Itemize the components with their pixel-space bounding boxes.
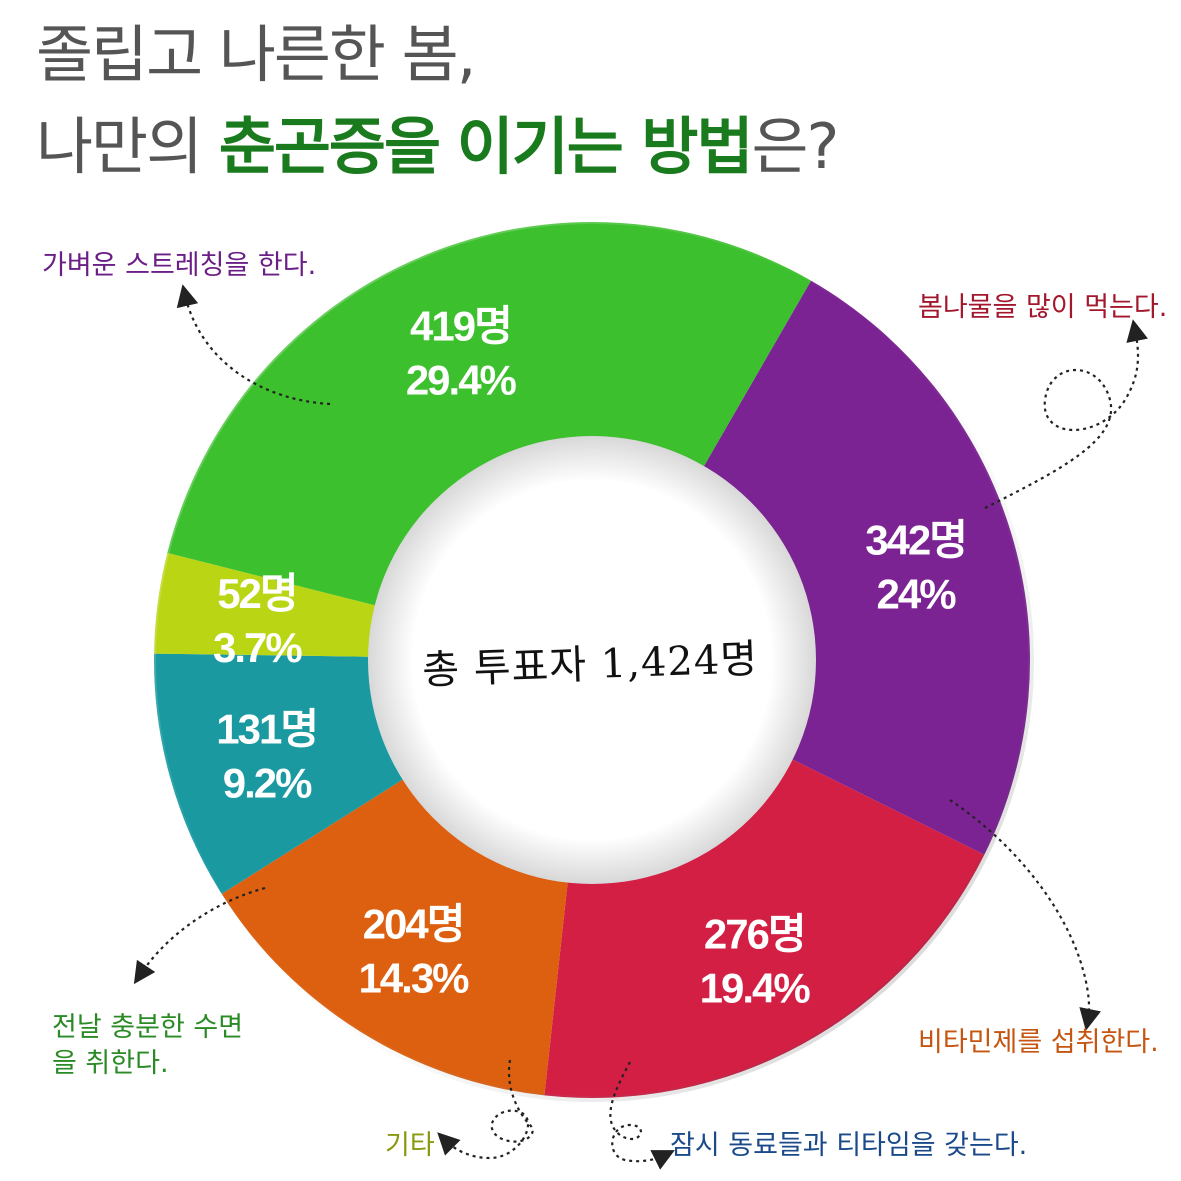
slice-2 <box>221 778 568 1096</box>
donut-rim-highlight <box>150 218 1034 1102</box>
label-vitamins: 비타민제를 섭취한다. <box>918 1027 1159 1058</box>
slice-count-label-3: 131명 <box>216 706 317 753</box>
page-title-line1: 졸립고 나른한 봄, <box>36 18 476 91</box>
slice-count-label-1: 276명 <box>704 911 805 958</box>
leader-teatime <box>609 1061 675 1170</box>
slice-percent-label-4: 3.7% <box>213 624 302 671</box>
leader-vitamins <box>949 799 1101 1031</box>
slice-percent-label-1: 19.4% <box>700 965 811 1012</box>
slice-count-label-4: 52명 <box>217 570 296 617</box>
slice-0 <box>703 280 1030 855</box>
leader-other <box>437 1059 534 1160</box>
leader-spring-greens <box>984 319 1148 509</box>
slice-percent-label-5: 29.4% <box>406 357 517 404</box>
label-other: 기타 <box>385 1130 435 1161</box>
slice-percent-label-0: 24% <box>877 570 957 617</box>
leader-lines <box>133 284 1148 1170</box>
slice-3 <box>154 653 405 894</box>
leader-stretching <box>176 284 331 406</box>
slice-percent-label-3: 9.2% <box>223 760 312 807</box>
slice-count-label-5: 419명 <box>410 303 511 350</box>
donut-slices <box>154 221 1030 1098</box>
label-stretching: 가벼운 스트레칭을 한다. <box>42 250 317 281</box>
title-highlight-2: 이기는 방법 <box>456 110 754 183</box>
title-highlight-1: 춘곤증을 <box>218 110 441 183</box>
label-spring-greens: 봄나물을 많이 먹는다. <box>918 292 1168 323</box>
slice-labels: 342명 24% 276명 19.4% 204명 14.3% 131명 9.2% 52명 3.7%… <box>213 303 968 1012</box>
label-teatime: 잠시 동료들과 티타임을 갖는다. <box>670 1130 1028 1161</box>
page-title-line2: 나만의 춘곤증을 이기는 방법은? <box>36 110 839 183</box>
label-sleep: 전날 충분한 수면을 취한다. <box>52 1012 244 1079</box>
slice-count-label-0: 342명 <box>865 516 966 563</box>
slice-5 <box>167 221 811 606</box>
slice-count-label-2: 204명 <box>363 901 464 948</box>
leader-sleep <box>133 886 266 985</box>
slice-4 <box>154 552 377 657</box>
donut-hole <box>368 436 816 884</box>
slice-1 <box>544 758 985 1098</box>
slice-percent-label-2: 14.3% <box>358 955 469 1002</box>
